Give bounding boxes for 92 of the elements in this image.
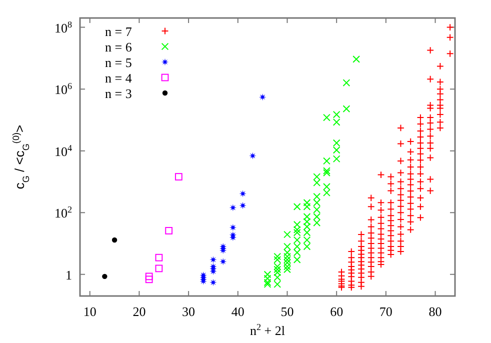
point bbox=[293, 256, 301, 264]
point bbox=[293, 202, 301, 210]
point bbox=[293, 220, 301, 228]
point bbox=[210, 256, 217, 264]
point bbox=[219, 258, 227, 266]
point bbox=[313, 173, 321, 180]
point bbox=[332, 110, 340, 118]
legend-label: n = 5 bbox=[105, 55, 132, 70]
point bbox=[155, 254, 163, 262]
legend-label: n = 4 bbox=[105, 70, 132, 86]
point bbox=[323, 114, 330, 122]
point bbox=[303, 242, 311, 250]
point bbox=[264, 274, 272, 282]
point bbox=[284, 230, 291, 238]
point bbox=[174, 173, 182, 180]
point bbox=[274, 274, 282, 282]
point bbox=[284, 252, 291, 260]
point bbox=[284, 256, 291, 264]
point bbox=[284, 248, 291, 256]
legend-label: n = 7 bbox=[105, 24, 132, 39]
point bbox=[323, 189, 330, 196]
point bbox=[313, 179, 321, 186]
point bbox=[303, 236, 311, 244]
point bbox=[332, 155, 340, 163]
point bbox=[284, 266, 291, 274]
point bbox=[303, 228, 311, 236]
point bbox=[239, 202, 246, 210]
y-tick-label: 1 bbox=[66, 267, 72, 282]
point bbox=[303, 223, 311, 230]
point bbox=[264, 280, 272, 288]
point bbox=[239, 190, 246, 198]
point bbox=[274, 266, 282, 274]
point bbox=[165, 227, 173, 234]
point bbox=[323, 157, 330, 165]
point bbox=[293, 228, 301, 236]
point bbox=[303, 202, 311, 210]
x-tick-label: 80 bbox=[428, 304, 442, 319]
x-tick-label: 30 bbox=[182, 304, 196, 319]
point bbox=[284, 262, 291, 270]
point bbox=[293, 236, 301, 244]
y-tick-label: 10$^{2}$ bbox=[54, 204, 72, 221]
point bbox=[303, 212, 311, 220]
point bbox=[229, 224, 237, 232]
x-axis-title: n$^{2}$ + 2l bbox=[250, 322, 286, 338]
point bbox=[323, 183, 330, 190]
x-tick-label: 70 bbox=[379, 304, 392, 319]
point bbox=[229, 204, 237, 212]
point bbox=[293, 242, 301, 250]
legend-label: n = 6 bbox=[105, 40, 132, 54]
point bbox=[274, 268, 282, 276]
x-tick-label: 10 bbox=[83, 304, 96, 319]
point bbox=[332, 139, 340, 147]
point bbox=[313, 212, 321, 220]
x-tick-label: 60 bbox=[330, 304, 344, 319]
point bbox=[332, 146, 340, 154]
point bbox=[210, 278, 217, 286]
point bbox=[293, 248, 301, 256]
point bbox=[258, 93, 266, 101]
point bbox=[264, 270, 272, 278]
point bbox=[352, 55, 360, 63]
point bbox=[284, 258, 291, 266]
x-tick-label: 50 bbox=[280, 304, 294, 319]
point bbox=[264, 278, 272, 286]
point bbox=[249, 152, 256, 160]
point bbox=[274, 262, 282, 270]
point bbox=[313, 192, 321, 200]
point bbox=[303, 198, 311, 206]
point bbox=[313, 198, 321, 206]
point bbox=[323, 167, 330, 175]
point bbox=[342, 105, 350, 112]
x-tick-label: 20 bbox=[132, 304, 146, 319]
point bbox=[303, 218, 311, 226]
point bbox=[145, 276, 153, 284]
y-tick-label: 10$^{4}$ bbox=[54, 142, 72, 159]
y-tick-label: 10$^{6}$ bbox=[54, 81, 72, 98]
point bbox=[284, 242, 291, 250]
point bbox=[313, 219, 321, 226]
point bbox=[155, 264, 163, 272]
x-tick-label: 40 bbox=[231, 304, 244, 319]
point bbox=[293, 226, 301, 234]
point bbox=[274, 252, 282, 260]
legend-label: n = 3 bbox=[105, 86, 132, 101]
point bbox=[112, 237, 118, 243]
point bbox=[274, 256, 282, 264]
point bbox=[274, 280, 282, 288]
point bbox=[332, 118, 340, 126]
point bbox=[342, 79, 350, 86]
point bbox=[145, 272, 153, 280]
point bbox=[102, 274, 108, 280]
point bbox=[323, 169, 330, 176]
point bbox=[313, 206, 321, 214]
y-tick-label: 10$^{8}$ bbox=[54, 19, 72, 36]
